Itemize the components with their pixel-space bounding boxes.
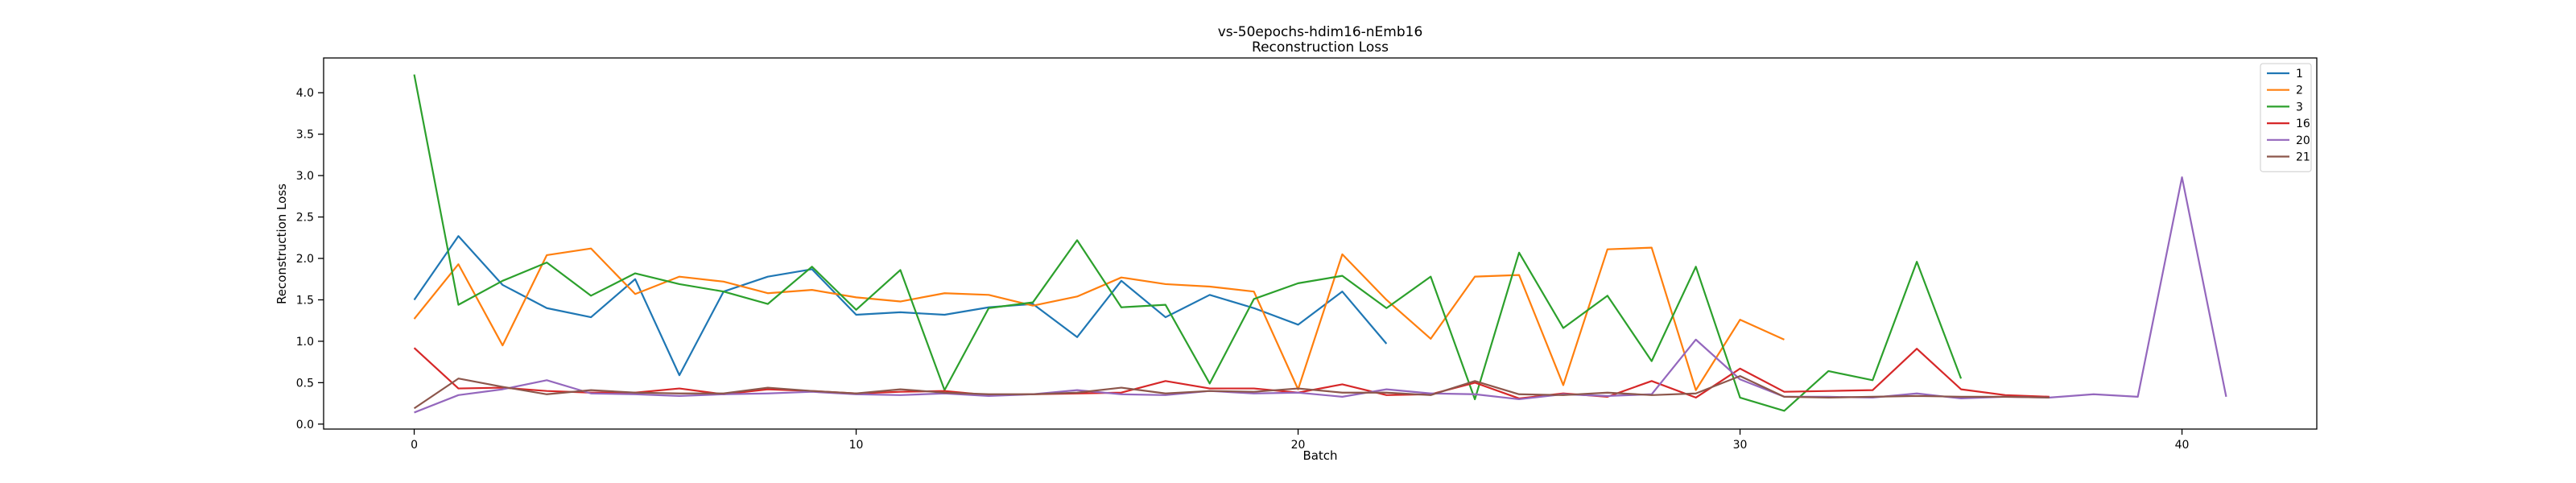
- y-tick-label: 3.5: [296, 129, 314, 142]
- y-tick-label: 1.0: [296, 336, 314, 349]
- x-tick-label: 10: [849, 439, 864, 452]
- x-tick-label: 0: [411, 439, 418, 452]
- legend-label-3: 3: [2296, 101, 2303, 114]
- series-line-21: [413, 375, 2050, 410]
- legend-label-1: 1: [2296, 68, 2303, 80]
- series-line-2: [413, 246, 1785, 391]
- x-axis-label: Batch: [1302, 448, 1337, 463]
- legend-label-21: 21: [2296, 151, 2310, 164]
- y-tick-label: 0.5: [296, 377, 314, 390]
- legend: 1 2 3 16 20 21: [2260, 63, 2312, 172]
- series-line-1: [413, 235, 1388, 377]
- y-axis-label: Reconstruction Loss: [275, 184, 289, 304]
- chart-title: vs-50epochs-hdim16-nEmb16: [1218, 24, 1423, 40]
- y-tick-label: 0.0: [296, 419, 314, 431]
- x-tick-label: 30: [1733, 439, 1748, 452]
- legend-label-2: 2: [2296, 85, 2303, 97]
- y-tick-label: 4.0: [296, 87, 314, 100]
- plot-frame: [323, 57, 2318, 430]
- series-line-16: [413, 347, 2050, 400]
- y-tick-label: 2.0: [296, 253, 314, 266]
- series-line-3: [413, 74, 1963, 412]
- series-layer: [413, 74, 2227, 414]
- series-line-20: [414, 176, 2227, 414]
- legend-label-16: 16: [2296, 118, 2310, 130]
- legend-label-20: 20: [2296, 134, 2310, 147]
- y-tick-label: 3.0: [296, 170, 314, 183]
- y-tick-label: 2.5: [296, 212, 314, 225]
- chart-subtitle: Reconstruction Loss: [1252, 39, 1389, 56]
- axes-layer: 0 10 20 30 40 0.0 0.5 1.0 1.5 2.0 2.5 3.0 3.5 4.0: [296, 57, 2318, 452]
- x-tick-label: 20: [1291, 439, 1306, 452]
- x-tick-label: 40: [2175, 439, 2190, 452]
- y-tick-label: 1.5: [296, 294, 314, 307]
